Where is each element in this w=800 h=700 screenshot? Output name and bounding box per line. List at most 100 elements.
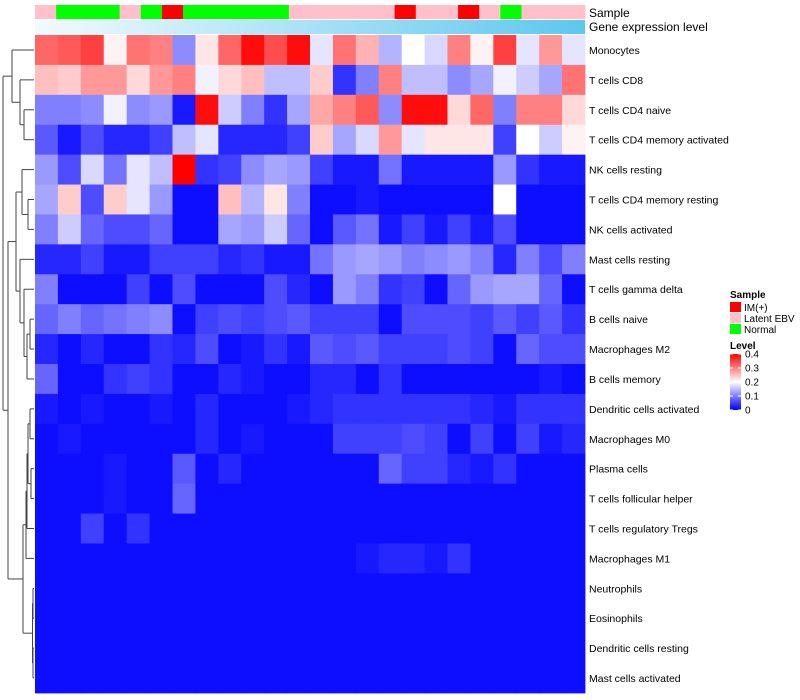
row-dendrogram [2,49,34,679]
heatmap-cell [35,35,59,66]
heatmap-cell [126,364,150,395]
heatmap-cell [310,94,334,126]
heatmap-cell [493,304,517,335]
heatmap-cell [218,35,242,66]
heatmap-cell [287,573,311,604]
heatmap-cell [103,35,128,66]
heatmap-cell [470,214,494,245]
heatmap-cell [447,244,471,275]
heatmap-cell [310,364,334,395]
heatmap-cell [424,663,448,694]
heatmap-cell [539,35,563,66]
heatmap-cell [424,64,448,96]
heatmap-cell [103,334,128,365]
heatmap-cell [195,124,219,156]
level-legend: Level 0.4 0.3 0.2 0.1 0 [730,341,759,417]
heatmap-cell [126,663,150,694]
heatmap-cell [562,483,586,514]
heatmap-cell [80,334,105,365]
row-label: Macrophages M2 [589,344,670,356]
heatmap-cell [80,214,105,245]
heatmap-cell [493,35,517,66]
heatmap-cell [562,513,586,544]
row-label: T cells CD4 memory resting [589,195,718,207]
heatmap-cell [264,154,288,185]
heatmap-cell [355,124,380,156]
heatmap-cell [447,663,471,694]
heatmap-cell [378,64,403,96]
heatmap-cell [103,603,128,634]
heatmap-cell [264,304,288,335]
heatmap-cell [401,513,425,544]
heatmap-cell [57,364,82,395]
heatmap-cell [218,184,242,215]
heatmap-cell [401,364,425,395]
heatmap-cell [195,334,219,365]
heatmap-cell [149,513,173,544]
heatmap-cell [149,364,173,395]
heatmap-cell [332,663,357,694]
heatmap-cell [218,393,242,425]
heatmap-cell [424,393,448,425]
heatmap-cell [332,423,357,455]
heatmap-cell [218,573,242,604]
heatmap-cell [562,64,586,96]
heatmap-cell [287,543,311,574]
heatmap-cell [241,94,265,126]
heatmap-cell [493,513,517,544]
sample-annotation-cell [204,5,226,19]
heatmap-cell [562,35,586,66]
legend-swatch-latent-ebv [730,313,741,323]
heatmap-cell [310,244,334,275]
heatmap-cell [35,184,59,215]
heatmap-cell [516,154,540,185]
heatmap-cell [516,663,540,694]
heatmap-cell [310,633,334,664]
heatmap-cell [126,154,150,185]
heatmap-cell [149,274,173,305]
row-label: Macrophages M1 [589,553,670,565]
heatmap-cell [264,633,288,664]
heatmap-cell [80,154,105,185]
heatmap-cell [80,423,105,455]
heatmap-cell [264,393,288,425]
heatmap-cell [195,633,219,664]
heatmap-cell [332,543,357,574]
heatmap-cell [401,663,425,694]
heatmap-cell [80,304,105,335]
heatmap-cell [447,453,471,485]
heatmap-cell [539,154,563,185]
heatmap-cell [241,513,265,544]
heatmap-cell [539,244,563,275]
heatmap-cell [57,483,82,514]
heatmap-cell [516,423,540,455]
heatmap-cell [126,304,150,335]
heatmap-cell [195,543,219,574]
sample-annotation-cell [436,5,459,19]
heatmap-cell [35,513,59,544]
heatmap-cell [355,483,380,514]
heatmap-cell [218,334,242,365]
heatmap-cell [172,244,196,275]
row-label: Mast cells activated [589,673,681,685]
heatmap-cell [516,334,540,365]
heatmap-cell [172,393,196,425]
heatmap-cell [126,124,150,156]
heatmap-cell [57,274,82,305]
heatmap-cell [470,543,494,574]
heatmap-cell [172,94,196,126]
heatmap-cell [35,244,59,275]
heatmap-cell [172,334,196,365]
heatmap-cell [103,154,128,185]
heatmap-cell [447,304,471,335]
heatmap-cell [310,603,334,634]
heatmap-cell [57,334,82,365]
heatmap-cell [378,244,403,275]
heatmap-cell [401,94,425,126]
heatmap-cell [332,35,357,66]
heatmap-cell [447,393,471,425]
heatmap-cell [57,393,82,425]
sample-legend: Sample IM(+) Latent EBV Normal [730,290,795,336]
heatmap-cell [149,244,173,275]
heatmap-cell [447,35,471,66]
